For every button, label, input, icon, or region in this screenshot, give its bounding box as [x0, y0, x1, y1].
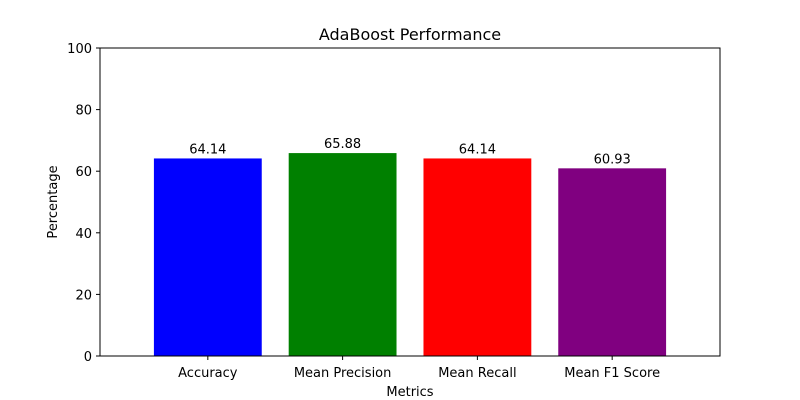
bar-value-label-mean-precision: 65.88 — [324, 137, 361, 152]
chart-title: AdaBoost Performance — [319, 25, 501, 44]
plot-area-frame — [99, 47, 721, 357]
bar-value-label-mean-f1-score: 60.93 — [594, 152, 631, 167]
bar-value-label-mean-recall: 64.14 — [459, 142, 496, 157]
bars-group — [153, 153, 667, 356]
y-tick-label-20: 20 — [75, 288, 92, 303]
bar-value-label-accuracy: 64.14 — [189, 142, 226, 157]
y-tick-label-0: 0 — [84, 350, 92, 365]
bar-value-labels: 64.14 65.88 64.14 60.93 — [189, 137, 631, 167]
bar-mean-f1-score — [558, 168, 667, 356]
y-tick-label-60: 60 — [75, 165, 92, 180]
x-axis-label: Metrics — [386, 385, 433, 400]
bar-accuracy — [153, 158, 262, 356]
y-axis-ticks: 0 20 40 60 80 100 — [67, 42, 100, 365]
bar-mean-recall — [423, 158, 532, 356]
x-tick-label-mean-f1-score: Mean F1 Score — [564, 366, 660, 381]
x-tick-label-accuracy: Accuracy — [178, 366, 238, 381]
y-tick-label-40: 40 — [75, 227, 92, 242]
y-tick-label-80: 80 — [75, 104, 92, 119]
x-tick-label-mean-precision: Mean Precision — [294, 366, 392, 381]
y-tick-label-100: 100 — [67, 42, 92, 57]
y-axis-label: Percentage — [46, 165, 61, 238]
x-tick-label-mean-recall: Mean Recall — [438, 366, 516, 381]
x-axis-ticks: Accuracy Mean Precision Mean Recall Mean F1… — [178, 356, 660, 381]
bar-mean-precision — [288, 153, 397, 356]
